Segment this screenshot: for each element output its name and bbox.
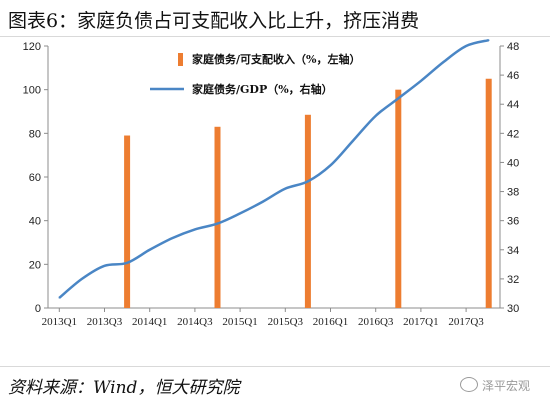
chart-area: 0 20 40 60 80 100 120 30 32 34 36 38 40 42 44 46 48 201… bbox=[23, 38, 519, 328]
bar-series bbox=[124, 78, 492, 309]
x-tick-label: 2016Q1 bbox=[313, 316, 348, 328]
line-point bbox=[374, 115, 377, 117]
line-point bbox=[126, 262, 128, 264]
right-tick-label: 30 bbox=[507, 303, 519, 315]
bar bbox=[304, 114, 311, 309]
right-tick-label: 40 bbox=[507, 157, 519, 169]
line-point bbox=[171, 237, 174, 239]
left-tick-label: 20 bbox=[29, 259, 41, 271]
wechat-icon bbox=[459, 377, 478, 392]
bar bbox=[485, 78, 492, 308]
x-tick-label: 2017Q1 bbox=[403, 316, 438, 328]
line-point bbox=[397, 97, 400, 100]
x-tick-label: 2015Q1 bbox=[222, 316, 257, 328]
source-note: 资料来源：Wind，恒大研究院 bbox=[8, 378, 240, 398]
left-tick-label: 80 bbox=[29, 128, 41, 140]
line-series bbox=[58, 38, 490, 299]
left-tick-label: 60 bbox=[29, 172, 41, 184]
bar bbox=[124, 135, 131, 308]
right-tick-label: 36 bbox=[507, 216, 519, 228]
line-point bbox=[103, 264, 106, 267]
right-tick-label: 38 bbox=[507, 187, 519, 199]
line-point bbox=[329, 164, 332, 167]
left-axis-ticks: 0 20 40 60 80 100 120 bbox=[23, 41, 48, 315]
bar bbox=[395, 89, 402, 308]
line-point bbox=[81, 278, 83, 280]
right-tick-label: 48 bbox=[507, 41, 519, 53]
line-point bbox=[58, 297, 61, 299]
line-point bbox=[148, 248, 151, 251]
chart-title: 图表6：家庭负债占可支配收入比上升，挤压消费 bbox=[8, 10, 420, 32]
line-point bbox=[442, 61, 445, 63]
legend-line-label: 家庭债务/GDP（%，右轴） bbox=[192, 82, 333, 96]
x-tick-label: 2013Q3 bbox=[87, 316, 123, 328]
watermark-text: 泽平宏观 bbox=[481, 379, 530, 393]
line-point bbox=[216, 222, 219, 225]
right-tick-label: 46 bbox=[507, 70, 519, 82]
x-tick-label: 2017Q3 bbox=[448, 316, 484, 328]
source-bar: 资料来源：Wind，恒大研究院 泽平宏观 bbox=[0, 366, 550, 405]
series-line bbox=[58, 38, 490, 299]
line-point bbox=[194, 228, 196, 231]
line-point bbox=[420, 80, 422, 82]
line-point bbox=[352, 139, 354, 142]
right-axis-ticks: 30 32 34 36 38 40 42 44 46 48 bbox=[500, 41, 519, 315]
right-tick-label: 32 bbox=[507, 274, 519, 286]
right-tick-label: 34 bbox=[507, 245, 519, 257]
right-tick-label: 42 bbox=[507, 128, 519, 140]
bar bbox=[214, 126, 221, 309]
left-tick-label: 100 bbox=[23, 85, 41, 97]
x-tick-label: 2015Q3 bbox=[268, 316, 304, 328]
title-bar: 图表6：家庭负债占可支配收入比上升，挤压消费 bbox=[0, 0, 550, 37]
line-point bbox=[465, 45, 467, 47]
x-tick-label: 2013Q1 bbox=[42, 316, 77, 328]
x-tick-label: 2016Q3 bbox=[358, 316, 394, 328]
line-point bbox=[284, 187, 287, 190]
x-axis-ticks: 2013Q1 2013Q3 2014Q1 2014Q3 2015Q1 2015Q3 2016… bbox=[42, 308, 484, 328]
line-point bbox=[261, 200, 264, 203]
right-tick-label: 44 bbox=[507, 99, 519, 111]
left-tick-label: 0 bbox=[35, 303, 41, 315]
left-tick-label: 40 bbox=[29, 216, 41, 228]
legend-bar-swatch bbox=[178, 53, 183, 66]
watermark: 泽平宏观 bbox=[459, 377, 530, 394]
line-point bbox=[487, 39, 490, 41]
left-tick-label: 120 bbox=[23, 41, 41, 53]
line-point bbox=[307, 180, 309, 183]
x-tick-label: 2014Q1 bbox=[132, 316, 167, 328]
legend-bar-label: 家庭债务/可支配收入（%，左轴） bbox=[192, 52, 360, 66]
x-tick-label: 2014Q3 bbox=[177, 316, 213, 328]
line-point bbox=[239, 212, 241, 215]
legend: 家庭债务/可支配收入（%，左轴） 家庭债务/GDP（%，右轴） bbox=[150, 52, 360, 96]
